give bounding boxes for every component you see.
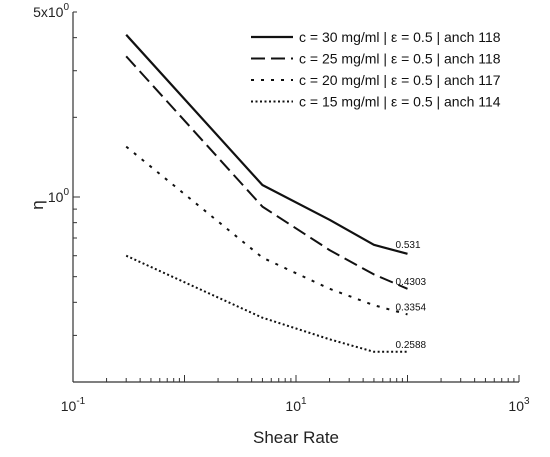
legend: c = 30 mg/ml | ε = 0.5 | anch 118 c = 25 … (251, 29, 501, 110)
series-line-3 (125, 145, 408, 316)
series-line-4 (125, 254, 408, 353)
y-tick-label: 100 (48, 187, 70, 205)
series-line-2 (125, 55, 408, 290)
series-end-label: 0.4303 (396, 277, 427, 288)
series-layer (125, 34, 408, 353)
x-axis-title: Shear Rate (253, 428, 339, 447)
legend-label: c = 30 mg/ml | ε = 0.5 | anch 118 (299, 29, 501, 45)
x-tick-label: 101 (285, 396, 307, 414)
legend-label: c = 20 mg/ml | ε = 0.5 | anch 117 (299, 72, 501, 88)
y-axis-title: η (28, 200, 47, 209)
y-tick-label: 5x100 (33, 2, 69, 20)
series-end-label: 0.2588 (396, 340, 427, 351)
end-labels: 0.531 0.4303 0.3354 0.2588 (396, 240, 427, 351)
x-tick-label: 103 (508, 396, 530, 414)
series-end-label: 0.3354 (396, 302, 427, 313)
legend-label: c = 15 mg/ml | ε = 0.5 | anch 114 (299, 94, 501, 110)
legend-label: c = 25 mg/ml | ε = 0.5 | anch 118 (299, 51, 501, 67)
series-line-1 (125, 34, 408, 255)
series-end-label: 0.531 (396, 240, 421, 251)
x-tick-label: 10-1 (61, 396, 86, 414)
axis-ticks: 10-1 101 103 100 5x100 (33, 2, 530, 414)
